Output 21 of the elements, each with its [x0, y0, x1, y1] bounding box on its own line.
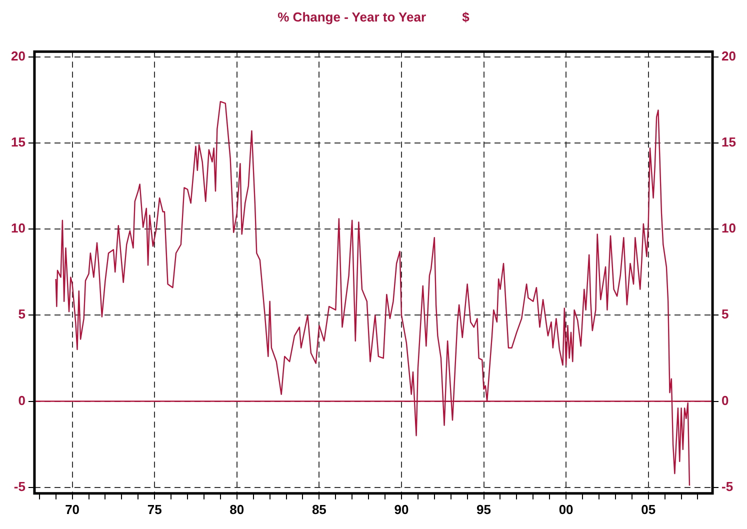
- x-tick-label: 90: [394, 502, 409, 517]
- x-tick-label: 95: [476, 502, 492, 517]
- y-tick-label: 10: [10, 220, 26, 236]
- x-tick-label: 75: [147, 502, 162, 517]
- y-tick-label: 0: [18, 392, 26, 408]
- y-tick-label: 20: [10, 48, 26, 64]
- chart-title: % Change - Year to Year $: [278, 9, 470, 24]
- y2-tick-label: 20: [722, 48, 736, 64]
- y2-tick-label: 5: [722, 306, 729, 322]
- y-tick-label: 5: [18, 306, 26, 322]
- x-tick-label: 80: [230, 502, 244, 517]
- x-tick-label: 85: [312, 502, 326, 517]
- y2-tick-label: 10: [722, 220, 736, 236]
- y2-tick-label: 0: [722, 392, 729, 408]
- x-tick-label: 05: [641, 502, 656, 517]
- x-tick-label: 70: [65, 502, 80, 517]
- y2-tick-label: -5: [722, 478, 734, 494]
- y2-tick-label: 15: [722, 134, 736, 150]
- y-tick-label: 15: [10, 134, 26, 150]
- y-tick-label: -5: [14, 478, 26, 494]
- x-tick-label: 00: [558, 502, 574, 517]
